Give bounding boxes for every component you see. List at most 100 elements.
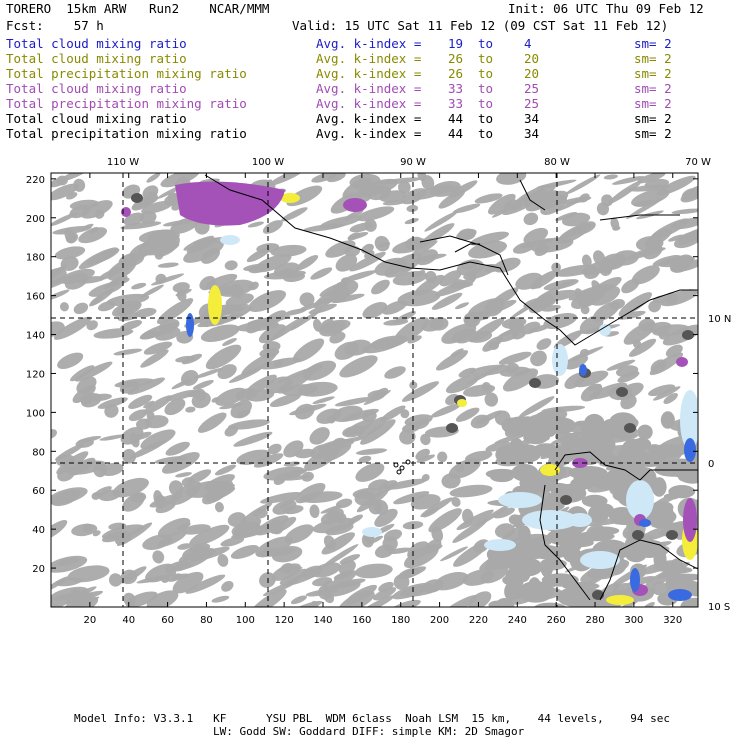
cloud-blob	[383, 478, 427, 490]
cloud-blob	[409, 240, 438, 258]
cloud-blob	[154, 494, 167, 509]
y-tick-label: 80	[32, 447, 45, 458]
legend-smoothing: sm= 2	[634, 51, 672, 66]
cloud-blob	[281, 207, 308, 222]
legend-kindex-to: 20	[524, 66, 540, 81]
cloud-blob	[299, 292, 315, 307]
cloud-blob	[373, 499, 389, 515]
cloud-blob	[283, 475, 311, 481]
cloud-blob	[246, 319, 263, 334]
cloud-blob	[224, 260, 238, 271]
cloud-blob	[51, 212, 78, 227]
light-blue-area	[580, 551, 620, 569]
cloud-blob	[362, 302, 388, 319]
cloud-blob	[334, 396, 374, 407]
cloud-blob	[362, 337, 404, 354]
cloud-blob	[379, 190, 407, 203]
legend-kindex-from: 26	[448, 51, 464, 66]
cloud-blob	[311, 173, 338, 183]
cloud-blob	[222, 306, 253, 323]
cloud-blob	[564, 372, 586, 389]
cloud-blob	[178, 552, 195, 563]
light-blue-area	[498, 492, 542, 508]
cloud-blob	[631, 265, 660, 285]
cloud-blob	[120, 566, 147, 584]
cloud-blob	[666, 573, 698, 581]
cloud-blob	[80, 392, 96, 405]
cloud-blob	[259, 572, 276, 588]
cloud-blob	[451, 331, 469, 342]
cloud-blob	[406, 204, 419, 212]
cloud-blob	[301, 364, 323, 376]
violet-area	[343, 198, 367, 212]
cloud-blob	[680, 597, 698, 607]
cloud-blob	[175, 288, 192, 297]
coastline	[539, 484, 591, 601]
legend-kindex-to: 34	[524, 126, 540, 141]
cloud-blob	[458, 367, 476, 378]
longitude-label: 70 W	[685, 157, 711, 168]
cloud-blob	[535, 190, 569, 210]
dark-cloud-cell	[560, 495, 572, 505]
cloud-blob	[97, 397, 128, 409]
cloud-blob	[438, 189, 466, 209]
latitude-label: 10 N	[708, 314, 731, 325]
cloud-blob	[349, 251, 386, 272]
cloud-blob	[455, 407, 480, 422]
cloud-blob	[98, 489, 121, 502]
dark-cloud-cell	[682, 330, 694, 340]
cloud-blob	[145, 563, 176, 583]
cloud-blob	[294, 403, 315, 420]
cloud-blob	[51, 593, 75, 607]
cloud-blob	[393, 491, 430, 505]
cloud-blob	[131, 282, 147, 290]
cloud-blob	[530, 350, 547, 367]
cloud-blob	[70, 365, 95, 382]
cloud-blob	[130, 492, 147, 503]
cloud-blob	[319, 281, 349, 297]
cloud-blob	[412, 184, 452, 200]
cloud-blob	[415, 448, 430, 461]
cloud-blob	[293, 600, 323, 607]
cloud-blob	[654, 504, 674, 519]
cloud-blob	[572, 597, 594, 607]
cloud-blob	[114, 378, 154, 388]
blue-area	[684, 438, 696, 462]
blue-area	[639, 519, 651, 527]
cloud-blob	[144, 415, 169, 429]
legend-kindex-to: 25	[524, 96, 540, 111]
cloud-blob	[650, 359, 667, 373]
cloud-blob	[186, 237, 217, 254]
cloud-blob	[217, 364, 237, 380]
cloud-blob	[423, 507, 440, 518]
coastline	[204, 174, 698, 346]
cloud-blob	[54, 246, 86, 260]
cloud-blob	[456, 228, 477, 241]
y-tick-label: 40	[32, 525, 45, 536]
cloud-blob	[581, 254, 592, 268]
blue-area	[186, 313, 194, 337]
cloud-blob	[113, 348, 143, 356]
cloud-blob	[502, 368, 539, 392]
cloud-blob	[584, 267, 600, 280]
legend-kindex-label: Avg. k-index =	[316, 96, 422, 111]
cloud-blob	[357, 178, 399, 197]
cloud-blob	[164, 398, 186, 416]
cloud-blob	[540, 559, 554, 578]
island	[396, 469, 402, 475]
legend-to: to	[478, 126, 494, 141]
cloud-blob	[586, 383, 602, 392]
dark-cloud-cell	[632, 530, 644, 540]
cloud-blob	[565, 538, 594, 548]
cloud-blob	[680, 184, 698, 203]
x-tick-label: 140	[313, 615, 332, 626]
legend-field: Total cloud mixing ratio	[6, 81, 187, 96]
cloud-blob	[224, 304, 235, 314]
cloud-blob	[67, 565, 110, 583]
cloud-blob	[157, 517, 191, 538]
cloud-blob	[168, 480, 184, 496]
x-tick-label: 260	[547, 615, 566, 626]
cloud-blob	[637, 173, 666, 184]
cloud-blob	[128, 409, 148, 422]
legend-kindex-label: Avg. k-index =	[316, 66, 422, 81]
